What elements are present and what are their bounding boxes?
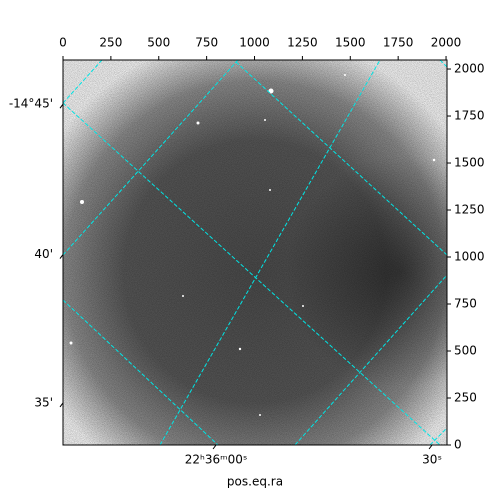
world-y-tick (59, 254, 64, 259)
axes: 0 250 500 750 1000 1250 1500 1750 2000 0 250 500 750… (9, 36, 485, 467)
y-tick-label: 250 (454, 391, 477, 405)
world-y-tick (59, 402, 64, 408)
y-tick-label: 1500 (454, 156, 485, 170)
x-tick-label: 1500 (335, 36, 366, 50)
coordinate-grid (63, 60, 447, 445)
world-y-tick-label: -14°45' (9, 97, 53, 111)
y-tick-label: 1750 (454, 109, 485, 123)
x-tick-label: 1000 (239, 36, 270, 50)
x-tick-label: 1750 (383, 36, 414, 50)
world-y-tick-label: 40' (34, 247, 53, 261)
world-y-tick-label: 35' (34, 395, 53, 409)
world-x-tick (428, 444, 433, 450)
world-y-tick (59, 103, 64, 109)
x-tick-label: 2000 (431, 36, 462, 50)
world-x-tick-label: 22ʰ36ᵐ00ˢ (185, 453, 248, 467)
x-tick-label: 500 (147, 36, 170, 50)
x-tick-label: 250 (99, 36, 122, 50)
x-axis-label: pos.eq.ra (227, 475, 283, 489)
x-tick-label: 750 (195, 36, 218, 50)
y-tick-label: 1250 (454, 203, 485, 217)
y-tick-label: 2000 (454, 62, 485, 76)
stars (69, 74, 436, 416)
y-tick-label: 0 (454, 438, 462, 452)
world-x-tick (212, 444, 217, 450)
x-tick-label: 1250 (287, 36, 318, 50)
x-tick-label: 0 (59, 36, 67, 50)
y-tick-label: 500 (454, 344, 477, 358)
y-tick-label: 1000 (454, 250, 485, 264)
image (63, 60, 447, 445)
world-x-tick-label: 30ˢ (422, 453, 442, 467)
y-tick-label: 750 (454, 297, 477, 311)
